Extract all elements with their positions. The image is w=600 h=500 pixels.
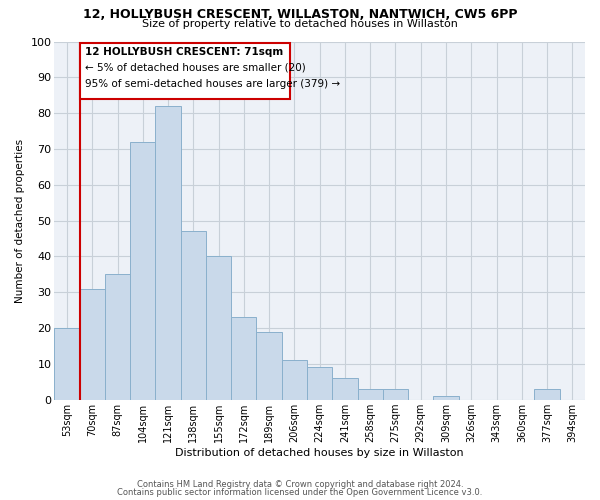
Bar [332, 378, 358, 400]
Bar [383, 389, 408, 400]
Bar [231, 318, 256, 400]
Text: Contains HM Land Registry data © Crown copyright and database right 2024.: Contains HM Land Registry data © Crown c… [137, 480, 463, 489]
Bar [130, 142, 155, 400]
Bar [282, 360, 307, 400]
Text: ← 5% of detached houses are smaller (20): ← 5% of detached houses are smaller (20) [85, 63, 306, 73]
Bar [307, 368, 332, 400]
Bar [358, 389, 383, 400]
Bar [206, 256, 231, 400]
Y-axis label: Number of detached properties: Number of detached properties [15, 138, 25, 302]
Bar [181, 232, 206, 400]
Bar [155, 106, 181, 400]
Text: Contains public sector information licensed under the Open Government Licence v3: Contains public sector information licen… [118, 488, 482, 497]
Bar [535, 389, 560, 400]
Bar [55, 328, 80, 400]
Bar [256, 332, 282, 400]
Text: 95% of semi-detached houses are larger (379) →: 95% of semi-detached houses are larger (… [85, 79, 340, 89]
Bar [80, 288, 105, 400]
X-axis label: Distribution of detached houses by size in Willaston: Distribution of detached houses by size … [175, 448, 464, 458]
Bar [433, 396, 458, 400]
Text: 12, HOLLYBUSH CRESCENT, WILLASTON, NANTWICH, CW5 6PP: 12, HOLLYBUSH CRESCENT, WILLASTON, NANTW… [83, 8, 517, 20]
FancyBboxPatch shape [80, 44, 290, 99]
Text: Size of property relative to detached houses in Willaston: Size of property relative to detached ho… [142, 19, 458, 29]
Bar [105, 274, 130, 400]
Text: 12 HOLLYBUSH CRESCENT: 71sqm: 12 HOLLYBUSH CRESCENT: 71sqm [85, 47, 283, 57]
